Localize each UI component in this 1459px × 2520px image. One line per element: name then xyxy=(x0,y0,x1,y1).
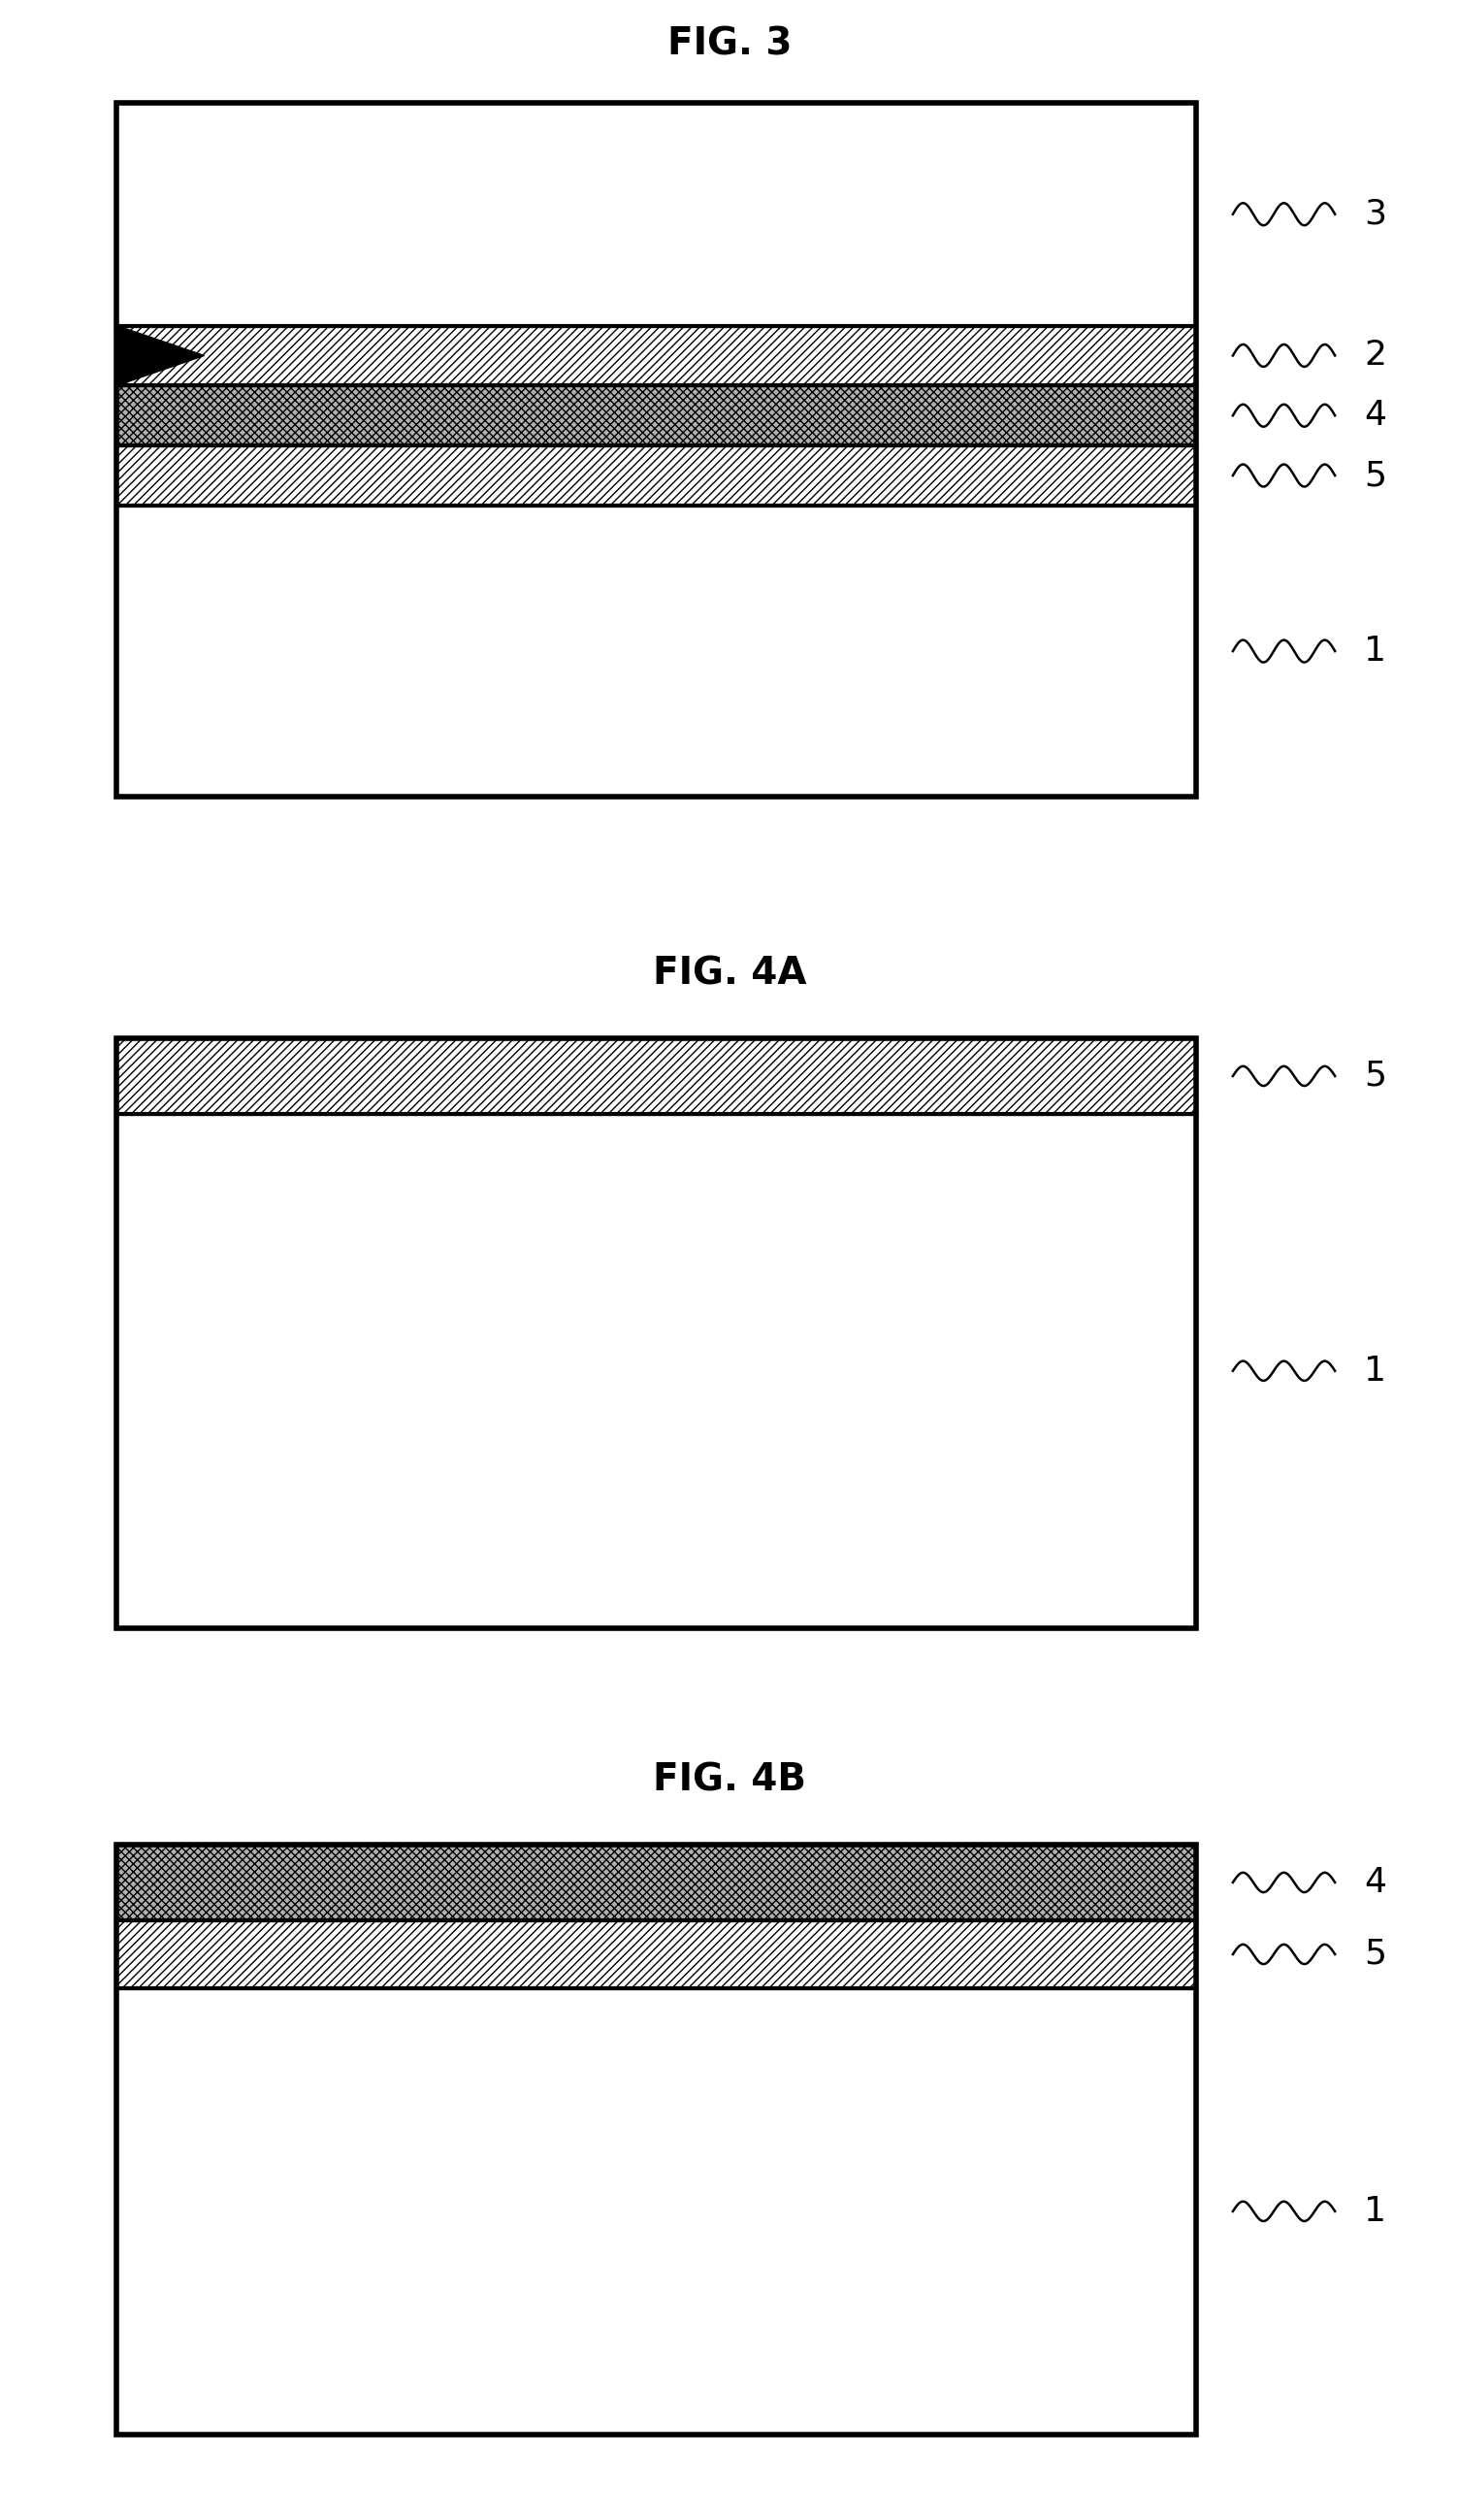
Text: 4: 4 xyxy=(1364,398,1386,431)
Bar xyxy=(117,103,1196,325)
Polygon shape xyxy=(117,325,204,386)
Text: 5: 5 xyxy=(1364,1058,1386,1094)
Text: FIG. 4B: FIG. 4B xyxy=(652,1761,807,1799)
Bar xyxy=(117,1845,1196,1920)
Text: 3: 3 xyxy=(1364,197,1386,232)
Bar xyxy=(117,1114,1196,1628)
Bar xyxy=(117,1920,1196,1988)
Text: 1: 1 xyxy=(1364,2195,1386,2228)
Text: FIG. 3: FIG. 3 xyxy=(667,25,792,63)
Text: 1: 1 xyxy=(1364,1353,1386,1389)
Bar xyxy=(117,1038,1196,1114)
Bar xyxy=(117,1038,1196,1628)
Bar xyxy=(117,325,1196,386)
Bar xyxy=(117,386,1196,446)
Text: 5: 5 xyxy=(1364,1938,1386,1971)
Bar xyxy=(117,507,1196,796)
Text: 2: 2 xyxy=(1364,340,1386,373)
Text: 5: 5 xyxy=(1364,459,1386,491)
Bar xyxy=(117,1845,1196,2434)
Text: 4: 4 xyxy=(1364,1865,1386,1900)
Bar xyxy=(117,1988,1196,2434)
Text: 1: 1 xyxy=(1364,635,1386,668)
Bar xyxy=(117,103,1196,796)
Text: FIG. 4A: FIG. 4A xyxy=(652,955,807,993)
Bar xyxy=(117,446,1196,507)
